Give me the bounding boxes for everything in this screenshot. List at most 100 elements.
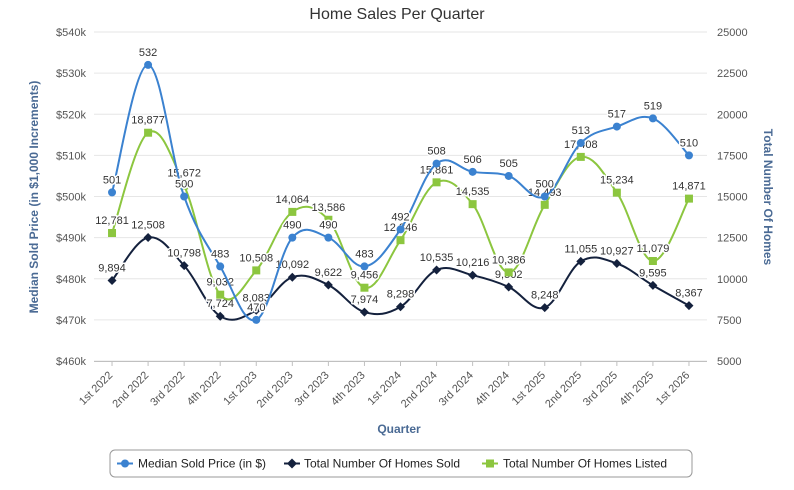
data-label: 12,781: [95, 215, 129, 227]
data-label: 510: [680, 137, 698, 149]
data-point: [252, 315, 261, 324]
x-tick-label: 4th 2025: [617, 369, 656, 408]
left-tick-label: $510k: [56, 150, 86, 162]
data-label: 9,456: [351, 270, 379, 282]
data-label: 517: [608, 109, 626, 121]
left-axis-ticks: $460k $470k $480k $490k $500k $510k $520k $530k…: [56, 27, 86, 368]
data-point: [143, 232, 153, 242]
data-point: [144, 128, 153, 137]
data-point: [540, 200, 549, 209]
data-label: 12,508: [131, 219, 165, 231]
data-label: 11,079: [636, 243, 669, 255]
data-label: 506: [463, 154, 481, 166]
data-point: [324, 233, 333, 242]
data-label: 490: [283, 220, 301, 232]
data-label: 492: [391, 211, 409, 223]
x-tick-label: 2nd 2022: [110, 369, 151, 410]
data-point: [432, 178, 441, 187]
right-tick-label: 5000: [717, 356, 741, 368]
chart-title: Home Sales Per Quarter: [309, 6, 485, 23]
data-label: 508: [427, 146, 445, 158]
grid-lines: [94, 31, 707, 362]
data-point: [288, 207, 297, 216]
data-label: 14,871: [672, 181, 706, 193]
left-tick-label: $530k: [56, 68, 86, 80]
data-point: [216, 290, 225, 299]
data-label: 483: [211, 248, 229, 260]
data-label: 500: [536, 179, 554, 191]
legend-item-homes-listed[interactable]: Total Number Of Homes Listed: [482, 457, 667, 471]
data-point: [504, 282, 514, 292]
x-tick-label: 3rd 2025: [581, 369, 620, 408]
data-label: 501: [103, 174, 121, 186]
data-point: [432, 265, 442, 275]
data-label: 15,672: [167, 167, 201, 179]
data-point: [612, 188, 621, 197]
data-point: [504, 171, 513, 180]
data-label: 10,508: [239, 252, 273, 264]
data-point: [180, 192, 189, 201]
legend-box: [109, 449, 693, 478]
data-point: [648, 280, 658, 290]
x-tick-label: 2nd 2023: [255, 369, 296, 410]
data-label: 11,055: [564, 243, 597, 255]
data-point: [252, 266, 261, 275]
data-label: 9,622: [315, 267, 343, 279]
data-point: [216, 262, 225, 271]
data-label: 532: [139, 47, 157, 59]
right-tick-label: 20000: [717, 109, 748, 121]
legend-item-median-price[interactable]: Median Sold Price (in $): [117, 457, 266, 471]
data-label: 15,234: [600, 175, 634, 187]
left-tick-label: $540k: [56, 27, 86, 39]
series-homes-listed: 12,781 18,877 15,672 9,032 10,508 14,06413,58…: [94, 113, 707, 301]
data-point: [576, 139, 585, 148]
data-point: [107, 275, 117, 285]
left-tick-label: $520k: [56, 109, 86, 121]
left-tick-label: $460k: [56, 356, 86, 368]
data-label: 505: [499, 158, 517, 170]
data-point: [396, 236, 405, 245]
data-point: [684, 301, 694, 311]
legend-item-homes-sold[interactable]: Total Number Of Homes Sold: [284, 457, 460, 471]
x-tick-label: 4th 2023: [329, 369, 368, 408]
data-label: 490: [319, 220, 337, 232]
x-tick-label: 3rd 2024: [437, 369, 476, 408]
legend: Median Sold Price (in $) Total Number Of…: [109, 449, 693, 478]
right-tick-label: 17500: [717, 150, 748, 162]
x-tick-label: 1st 2026: [654, 369, 692, 407]
right-axis-title: Total Number Of Homes: [761, 129, 775, 266]
data-label: 10,798: [167, 248, 201, 260]
left-axis-title: Median Sold Price (in $1,000 Increments): [27, 81, 41, 314]
data-label: 10,386: [492, 254, 526, 266]
data-point: [396, 302, 405, 312]
data-label: 470: [247, 302, 265, 314]
data-point: [504, 268, 513, 277]
data-label: 9,894: [98, 262, 126, 274]
data-point: [468, 200, 477, 209]
data-point: [179, 261, 189, 271]
right-tick-label: 10000: [717, 274, 748, 286]
legend-label-homes-listed: Total Number Of Homes Listed: [503, 457, 667, 471]
data-point: [360, 283, 369, 292]
data-point: [468, 270, 478, 280]
x-tick-label: 3rd 2023: [292, 369, 331, 408]
data-point: [432, 159, 441, 168]
x-tick-label: 4th 2022: [185, 369, 224, 408]
data-point: [108, 188, 117, 197]
right-tick-label: 25000: [717, 27, 748, 39]
data-point: [287, 272, 297, 282]
data-point: [540, 303, 550, 313]
data-label: 519: [644, 100, 662, 112]
x-axis-title: Quarter: [377, 422, 421, 436]
series-line-median-price: [111, 63, 690, 322]
data-point: [323, 280, 333, 290]
data-point: [108, 229, 117, 238]
data-point: [396, 225, 405, 234]
data-point: [648, 257, 657, 266]
data-point: [684, 151, 693, 160]
data-point: [359, 307, 369, 317]
